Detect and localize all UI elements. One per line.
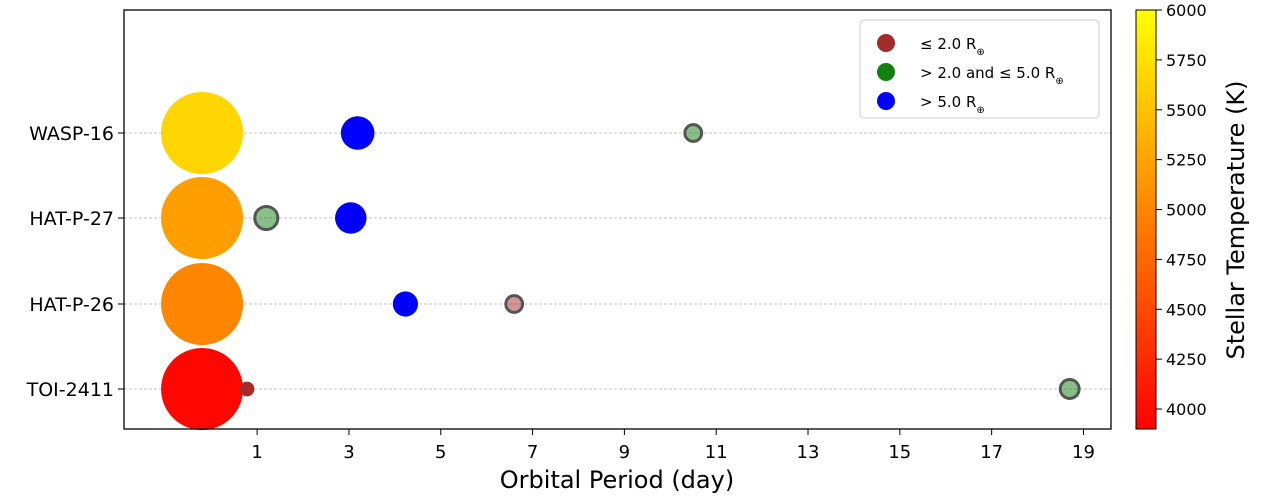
legend-box [859, 19, 1100, 119]
x-axis-ticks: 1 3 5 7 9 11 13 15 17 19 [251, 429, 1095, 463]
planet-marker [392, 291, 419, 317]
y-tick-label: HAT-P-26 [29, 294, 114, 316]
colorbar-tick-label: 4750 [1166, 250, 1207, 269]
star-marker [161, 92, 244, 174]
legend: ≤ 2.0 R⊕ > 2.0 and ≤ 5.0 R⊕ > 5.0 R⊕ [859, 19, 1100, 119]
planet-markers [239, 116, 1081, 400]
x-tick-label: 15 [888, 442, 911, 463]
planet-marker [239, 381, 255, 397]
colorbar: 4000 4250 4500 4750 5000 5250 5500 5750 6000 Ste… [1135, 1, 1250, 430]
colorbar-tick-label: 6000 [1166, 1, 1207, 20]
planet-marker [683, 123, 704, 143]
y-axis-ticks: TOI-2411 HAT-P-26 HAT-P-27 WASP-16 [26, 123, 124, 401]
x-tick-label: 19 [1072, 442, 1095, 463]
planet-marker [1058, 378, 1081, 400]
colorbar-label: Stellar Temperature (K) [1222, 80, 1250, 359]
x-tick-label: 17 [980, 442, 1003, 463]
x-tick-label: 13 [797, 442, 820, 463]
x-tick-label: 5 [435, 442, 446, 463]
y-tick-label: TOI-2411 [26, 379, 114, 401]
planet-marker [253, 204, 280, 232]
y-tick-label: HAT-P-27 [29, 208, 114, 230]
x-axis-label: Orbital Period (day) [500, 466, 734, 494]
x-tick-label: 9 [619, 442, 630, 463]
colorbar-tick-label: 5250 [1166, 151, 1207, 170]
gridlines [124, 132, 1111, 390]
planet-marker [335, 202, 367, 234]
legend-label: ≤ 2.0 R⊕ [920, 35, 985, 58]
planet-marker [340, 116, 375, 150]
y-tick-label: WASP-16 [29, 123, 114, 145]
legend-label: > 5.0 R⊕ [920, 93, 985, 116]
legend-marker [877, 34, 895, 52]
star-markers [161, 92, 244, 430]
legend-label: > 2.0 and ≤ 5.0 R⊕ [920, 64, 1064, 87]
colorbar-tick-label: 4250 [1166, 350, 1207, 369]
colorbar-tick-label: 5000 [1166, 201, 1207, 220]
colorbar-tick-label: 5750 [1166, 51, 1207, 70]
plot-frame [123, 9, 1112, 430]
x-tick-label: 11 [705, 442, 728, 463]
planet-marker [504, 294, 525, 314]
legend-marker [877, 63, 895, 81]
star-marker [161, 177, 244, 259]
x-tick-label: 3 [343, 442, 354, 463]
colorbar-tick-label: 5500 [1166, 101, 1207, 120]
star-marker [161, 348, 244, 430]
x-tick-label: 7 [527, 442, 538, 463]
star-marker [161, 263, 244, 345]
colorbar-tick-label: 4000 [1166, 400, 1207, 419]
colorbar-gradient [1135, 9, 1157, 430]
x-tick-label: 1 [251, 442, 262, 463]
colorbar-tick-label: 4500 [1166, 300, 1207, 319]
legend-marker [877, 92, 895, 110]
